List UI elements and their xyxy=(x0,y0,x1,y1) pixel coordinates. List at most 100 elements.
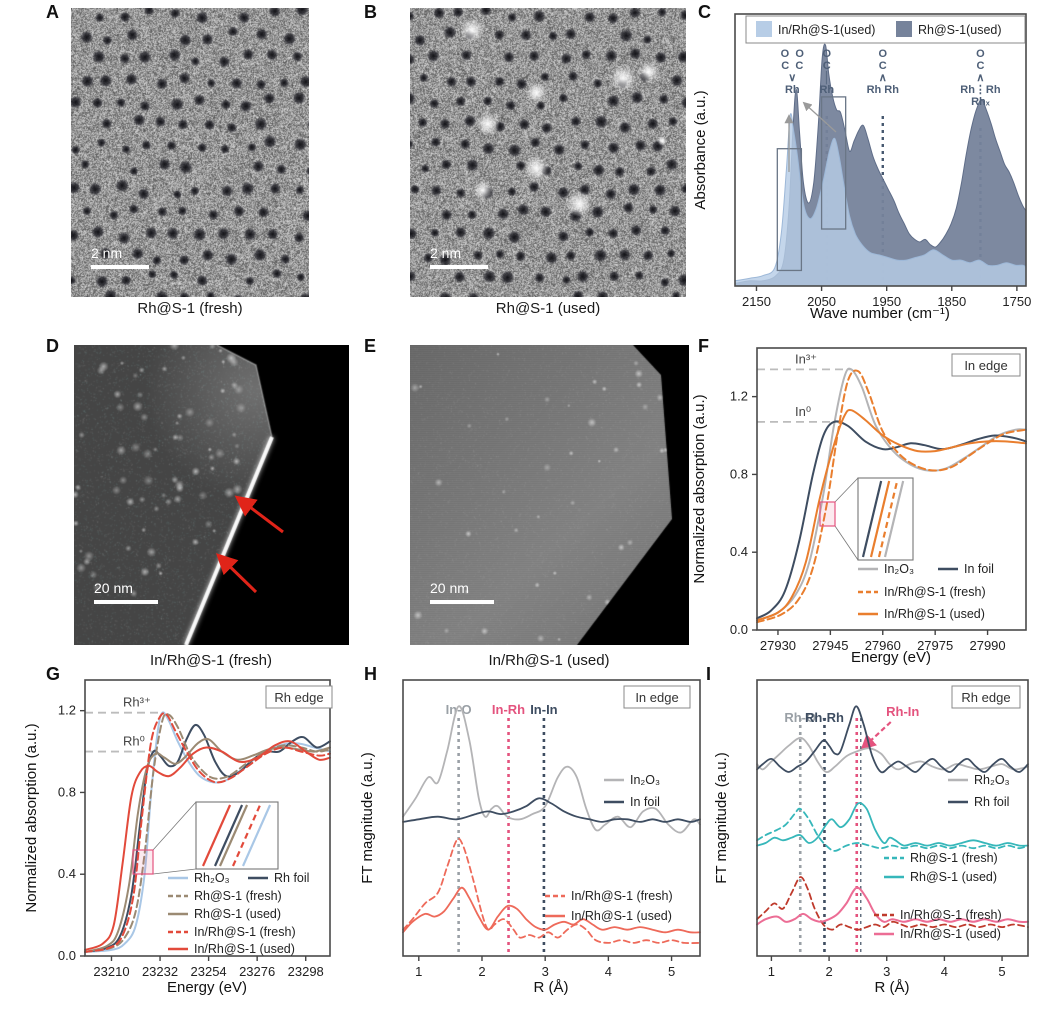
x-axis-label: Wave number (cm⁻¹) xyxy=(810,305,950,322)
stem-image-inrh-fresh xyxy=(74,345,349,645)
edge-label: Rh edge xyxy=(961,690,1010,705)
series-line-5 xyxy=(84,740,331,951)
x-tick-label: 2150 xyxy=(742,294,771,309)
legend-swatch xyxy=(756,21,772,37)
plot-frame xyxy=(84,679,331,957)
legend-label: In/Rh@S-1 (fresh) xyxy=(900,908,1002,922)
y-tick-label: 1.2 xyxy=(730,389,748,404)
inset-connector xyxy=(834,477,859,503)
co-structure-annotation: O C ∧ Rh Rh xyxy=(866,48,899,96)
legend-label: In foil xyxy=(630,795,660,809)
legend-label: Rh₂O₃ xyxy=(974,773,1010,787)
legend-label: Rh@S-1 (fresh) xyxy=(194,889,282,903)
series-line-3 xyxy=(756,802,1029,847)
rh-in-arrow xyxy=(860,721,892,751)
x-tick-label: 1750 xyxy=(1002,294,1031,309)
scale-bar-label-d: 20 nm xyxy=(94,580,133,596)
tem-image-rh-fresh xyxy=(71,8,309,297)
x-tick-label: 27945 xyxy=(812,638,848,653)
scale-bar-d: 20 nm xyxy=(94,580,158,604)
legend-label: In/Rh@S-1 (fresh) xyxy=(194,925,296,939)
x-tick-label: 4 xyxy=(605,964,612,979)
series-line-0 xyxy=(756,367,1027,622)
legend-label: Rh@S-1 (used) xyxy=(910,870,997,884)
series-line-0 xyxy=(84,711,331,953)
inset-curve xyxy=(218,804,249,867)
inset-curve xyxy=(231,804,262,867)
plot-frame xyxy=(756,347,1027,631)
edge-label-box xyxy=(951,353,1021,377)
series-line-2 xyxy=(756,807,1029,852)
series-area-1 xyxy=(734,113,1027,287)
y-tick-label: 1.2 xyxy=(58,703,76,718)
stem-image-inrh-used xyxy=(410,345,689,645)
x-tick-label: 23276 xyxy=(239,964,275,979)
x-tick-label: 3 xyxy=(883,964,890,979)
edge-label-box xyxy=(951,685,1021,709)
ref-hline-label: Rh³⁺ xyxy=(123,695,151,710)
ref-hline-label: Rh⁰ xyxy=(123,734,145,749)
legend-label: In foil xyxy=(964,562,994,576)
series-line-0 xyxy=(756,736,1029,774)
co-structure-annotation: O C │ Rh xyxy=(819,48,835,96)
x-tick-label: 1 xyxy=(768,964,775,979)
legend-label: Rh foil xyxy=(274,871,309,885)
series-line-2 xyxy=(84,712,331,953)
legend-label: In/Rh@S-1 (used) xyxy=(194,942,295,956)
x-tick-label: 27990 xyxy=(969,638,1005,653)
edge-label: In edge xyxy=(964,358,1007,373)
x-tick-label: 27930 xyxy=(760,638,796,653)
inset-source-box xyxy=(819,501,836,527)
caption-b: Rh@S-1 (used) xyxy=(495,300,601,317)
edge-label: In edge xyxy=(635,690,678,705)
scale-bar-label-b: 2 nm xyxy=(430,245,462,261)
legend-label: Rh@S-1(used) xyxy=(918,23,1002,37)
guide-arrow xyxy=(802,101,837,133)
inset-connector xyxy=(834,525,859,561)
x-tick-label: 3 xyxy=(542,964,549,979)
series-line-3 xyxy=(756,409,1027,622)
panel-letter-f: F xyxy=(698,336,709,356)
legend-label: In/Rh@S-1(used) xyxy=(778,23,875,37)
x-tick-label: 1 xyxy=(415,964,422,979)
plot-frame xyxy=(402,679,701,957)
panel-letter-i: I xyxy=(706,664,712,684)
ref-vline-label: Rh-In xyxy=(886,704,919,719)
inset-curve xyxy=(869,480,891,558)
legend-label: Rh@S-1 (used) xyxy=(194,907,281,921)
legend-swatch xyxy=(896,21,912,37)
x-tick-label: 5 xyxy=(668,964,675,979)
series-line-1 xyxy=(756,420,1027,620)
x-tick-label: 23210 xyxy=(93,964,129,979)
legend-label: In₂O₃ xyxy=(630,773,660,787)
ref-vline-label: Rh-Rh xyxy=(805,710,844,725)
edge-label-box xyxy=(623,685,691,709)
legend-label: In/Rh@S-1 (used) xyxy=(884,607,985,621)
panel-letter-c: C xyxy=(698,2,711,22)
y-axis-label: Normalized absorption (a.u.) xyxy=(691,394,708,583)
x-tick-label: 2 xyxy=(825,964,832,979)
chart-F: In³⁺ In⁰ 27930 27945 27960 27975 27990 0.0 0.4 0.… xyxy=(691,347,1027,666)
y-axis-label: FT magnitude (a.u.) xyxy=(713,752,730,883)
panel-letter-d: D xyxy=(46,336,59,356)
panel-letter-g: G xyxy=(46,664,61,684)
inset-box xyxy=(195,801,279,870)
legend-box xyxy=(745,15,1026,44)
x-tick-label: 23254 xyxy=(191,964,227,979)
tem-image-rh-used xyxy=(410,8,686,297)
inset-box xyxy=(857,477,914,561)
legend-label: Rh foil xyxy=(974,795,1009,809)
panel-letter-e: E xyxy=(364,336,377,356)
highlight-box xyxy=(776,148,803,272)
highlight-box xyxy=(820,96,847,230)
inset-curve xyxy=(861,480,883,558)
plot-frame xyxy=(756,679,1029,957)
legend-label: In/Rh@S-1 (used) xyxy=(571,909,672,923)
x-tick-label: 1950 xyxy=(872,294,901,309)
inset-curve xyxy=(213,804,244,867)
scale-bar-a: 2 nm xyxy=(91,245,149,269)
chart-H: In-O In-Rh In-In 1 2 3 4 5 R (Å) FT magnitude (a.… xyxy=(359,679,701,996)
series-line-1 xyxy=(402,797,701,823)
edge-label: Rh edge xyxy=(274,690,323,705)
